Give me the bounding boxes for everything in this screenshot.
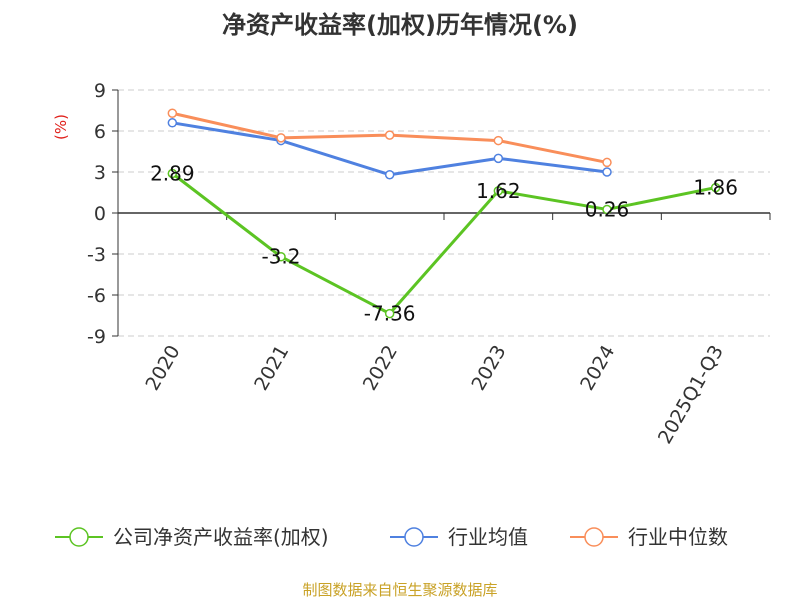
legend-label: 行业均值 [448,525,528,549]
data-point [493,135,504,146]
x-tick-label: 2021 [250,342,293,395]
source-note: 制图数据来自恒生聚源数据库 [302,581,497,599]
legend-item: 行业中位数 [570,525,728,549]
x-tick-label: 2020 [141,342,184,395]
series-line [171,172,716,316]
data-label: 1.62 [476,179,521,203]
y-tick-label: -6 [87,285,106,307]
y-tick-label: 0 [94,203,106,225]
data-label: -3.2 [261,245,300,269]
y-tick-label: 3 [94,162,106,184]
legend-marker [404,527,424,547]
legend-marker [584,527,604,547]
legend-label: 公司净资产收益率(加权) [113,525,329,549]
x-tick-label: 2023 [467,342,510,395]
data-point [167,118,178,128]
data-point [276,251,286,262]
chart-title: 净资产收益率(加权)历年情况(%) [222,11,578,39]
x-tick-label: 2025Q1-Q3 [654,342,728,448]
axis-layer: 9 6 3 0 -3 -6 -9 2020 2021 2022 2023 2024 2025Q1-Q3 [87,80,771,448]
data-label-layer: 2.89 -3.2 -7.36 1.62 0.26 1.86 [150,162,738,326]
y-tick-label: 6 [94,121,106,143]
legend-marker [69,527,89,547]
x-tick-label: 2024 [576,342,619,395]
data-label: -7.36 [364,302,416,326]
data-point [384,169,395,180]
data-point [602,204,612,215]
data-point [167,168,178,179]
data-point [602,167,612,177]
legend-label: 行业中位数 [628,525,728,549]
series-layer [167,108,721,319]
data-label: 2.89 [150,162,195,186]
data-label: 1.86 [693,176,738,200]
data-label: 0.26 [585,197,630,221]
legend: 公司净资产收益率(加权) 行业均值 行业中位数 [55,525,728,549]
data-point [493,186,504,196]
data-point [384,130,395,140]
data-point [384,308,395,319]
data-point [493,153,504,164]
y-tick-label: -3 [87,244,106,266]
data-point [602,157,612,168]
data-point [167,108,178,118]
y-tick-label: -9 [87,326,106,348]
legend-item: 公司净资产收益率(加权) [55,525,329,549]
x-tick-label: 2022 [359,342,402,395]
y-tick-label: 9 [94,80,106,102]
data-point [710,182,721,193]
y-axis-unit-label: (%) [52,114,70,140]
data-point [276,133,286,143]
legend-item: 行业均值 [390,525,528,549]
